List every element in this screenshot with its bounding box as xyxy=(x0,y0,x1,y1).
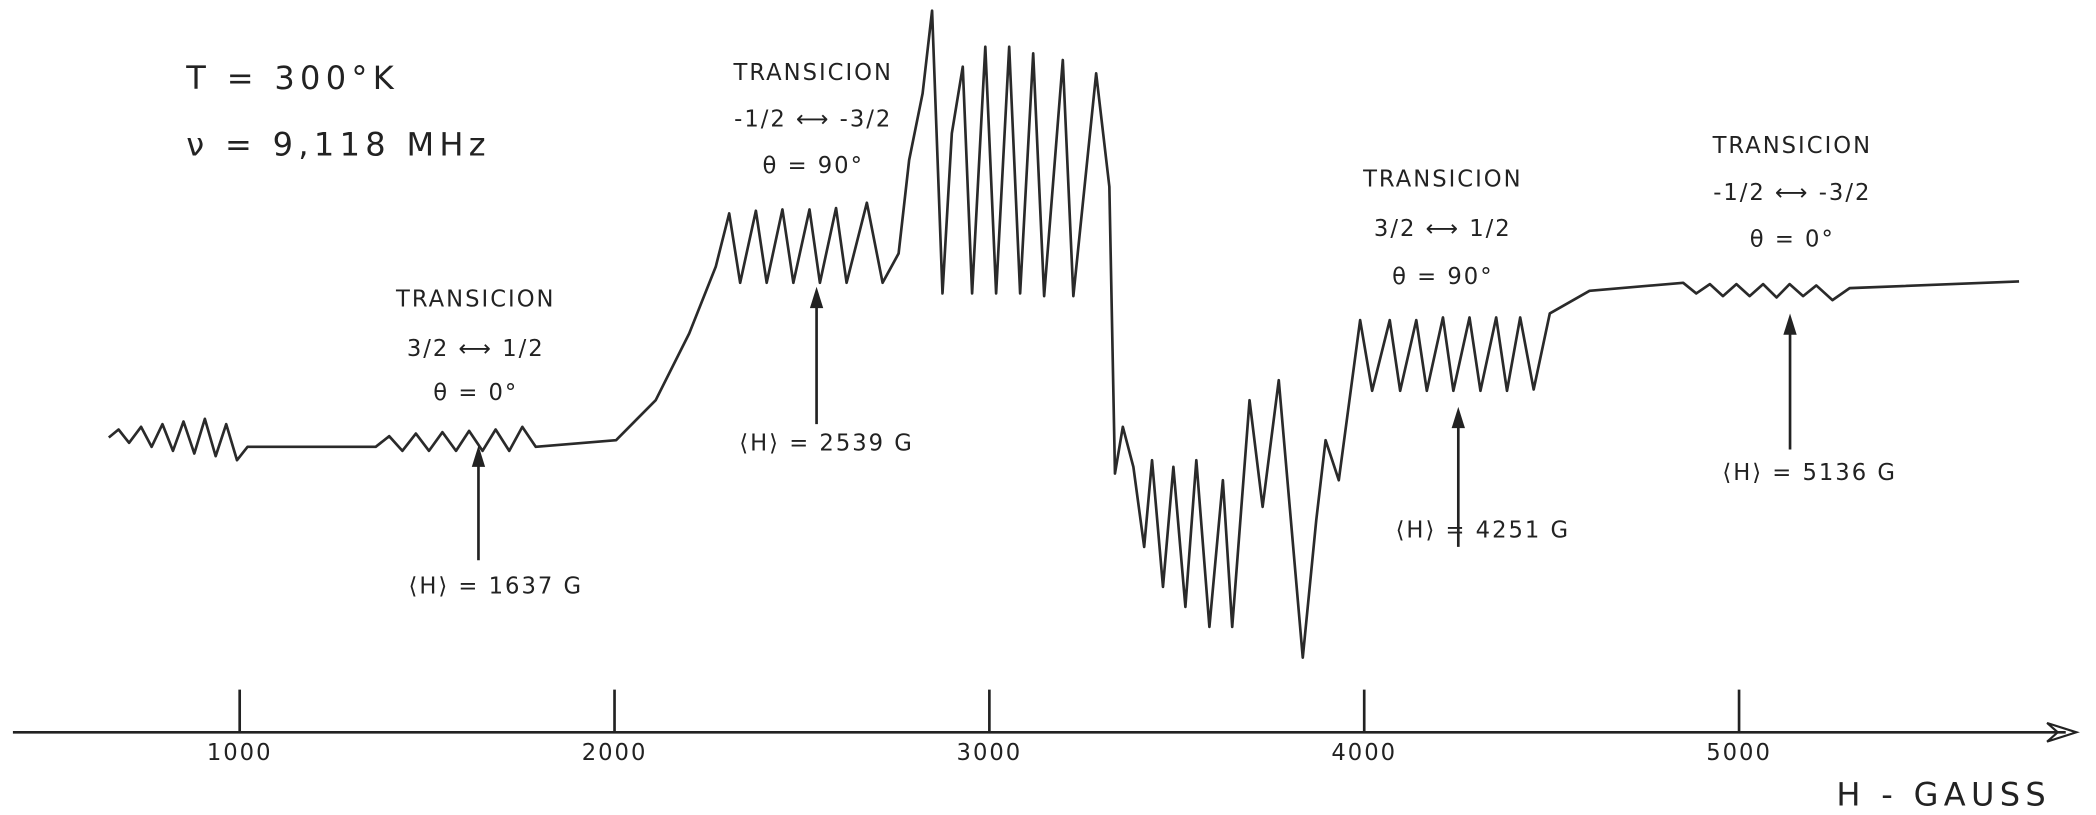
annotation-text: TRANSICION xyxy=(733,60,893,86)
x-tick-label: 1000 xyxy=(207,740,273,766)
x-tick-label: 2000 xyxy=(582,740,648,766)
x-tick-label: 3000 xyxy=(957,740,1023,766)
annotation-label: ⟨H⟩ = 1637 G xyxy=(409,573,584,599)
annotation-text: θ = 0° xyxy=(1750,227,1835,253)
annotation-label: ⟨H⟩ = 4251 G xyxy=(1396,517,1571,543)
x-tick-label: 5000 xyxy=(1706,740,1772,766)
annotation-label: ⟨H⟩ = 2539 G xyxy=(739,431,914,457)
axis-arrow xyxy=(2046,721,2080,743)
annotation-text: θ = 0° xyxy=(433,380,518,406)
spectrum-line xyxy=(107,9,2020,659)
arrow-head xyxy=(1451,406,1465,429)
annotation-text: θ = 90° xyxy=(763,153,864,179)
x-tick-label: 4000 xyxy=(1331,740,1397,766)
annotation-text: TRANSICION xyxy=(1362,167,1522,193)
arrow-head xyxy=(809,286,824,309)
note: ν = 9,118 MHz xyxy=(186,126,491,164)
note: T = 300°K xyxy=(185,59,399,97)
arrow-head xyxy=(471,445,486,467)
annotation-text: 3/2 ⟷ 1/2 xyxy=(407,336,545,362)
annotation-text: TRANSICION xyxy=(395,287,555,313)
x-axis-label: H - GAUSS xyxy=(1836,775,2051,813)
annotation-text: -1/2 ⟷ -3/2 xyxy=(1713,180,1871,206)
annotation-text: -1/2 ⟷ -3/2 xyxy=(734,107,892,133)
annotation-text: 3/2 ⟷ 1/2 xyxy=(1374,216,1512,242)
arrow-head xyxy=(1783,313,1797,335)
annotation-label: ⟨H⟩ = 5136 G xyxy=(1722,460,1897,486)
annotation-text: θ = 90° xyxy=(1392,264,1493,290)
annotation-text: TRANSICION xyxy=(1712,133,1872,159)
